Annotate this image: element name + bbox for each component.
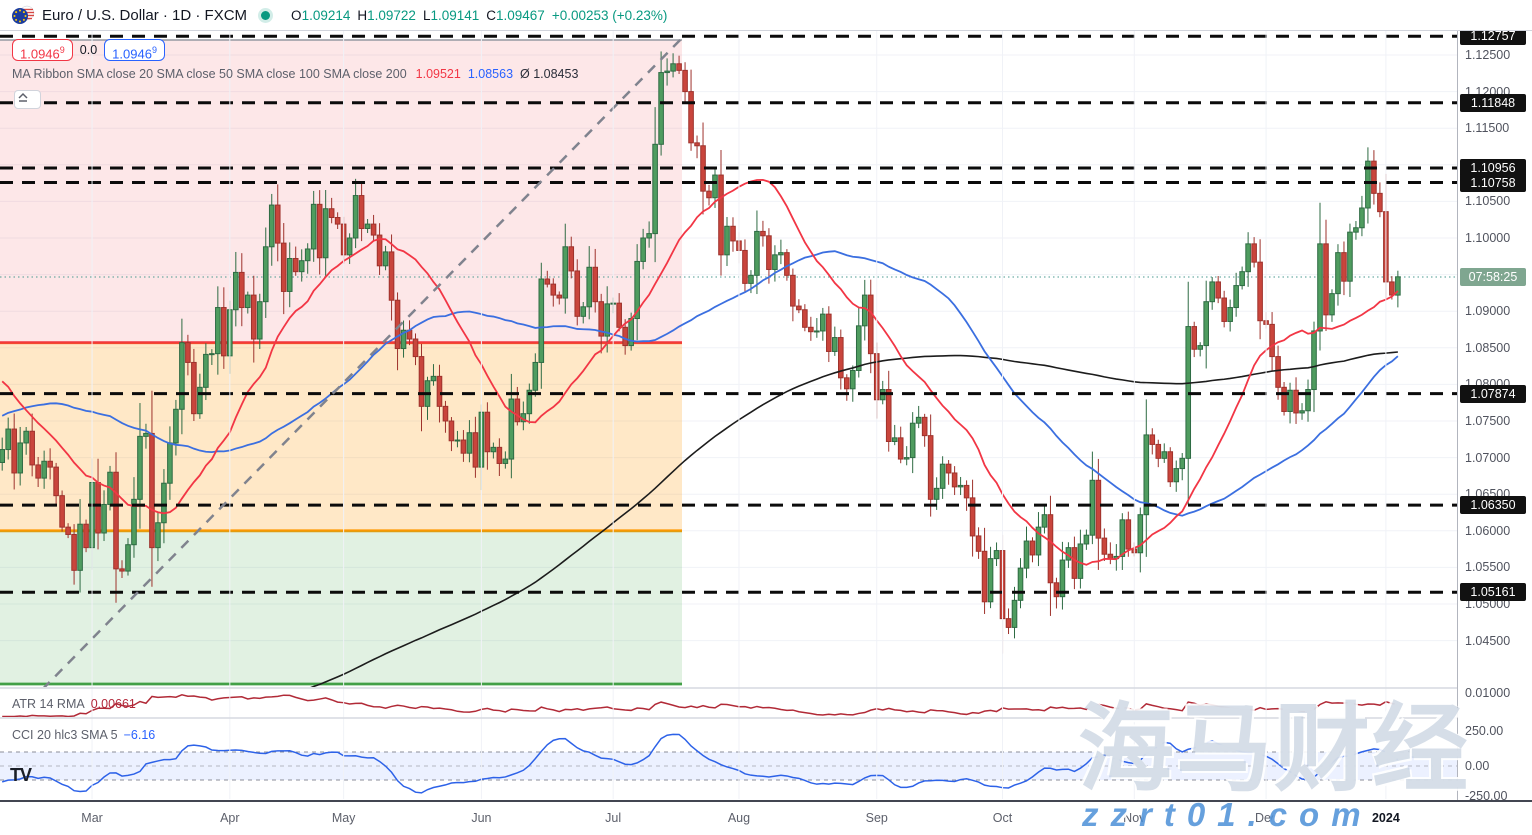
top-toolbar: Euro / U.S. Dollar · 1D · FXCM O1.09214 H… <box>0 0 1532 31</box>
ohlc-value: 1.09467 <box>496 7 545 23</box>
ohlc-key: L <box>422 7 431 23</box>
price-tick-label: 1.04500 <box>1465 633 1511 648</box>
ma-ribbon-title: MA Ribbon SMA close 20 SMA close 50 SMA … <box>12 67 407 81</box>
ma-ribbon-legend[interactable]: MA Ribbon SMA close 20 SMA close 50 SMA … <box>12 67 578 81</box>
target-price-label[interactable]: 1.09469 <box>104 39 165 61</box>
price-level-badge: 1.10758 <box>1460 173 1526 192</box>
market-status-dot[interactable] <box>261 10 271 20</box>
ohlc-value: 1.09722 <box>367 7 416 23</box>
eurusd-pair-icon <box>10 5 36 25</box>
price-level-badge: 1.12757 <box>1460 27 1526 46</box>
cci-tick-label: 0.00 <box>1465 759 1490 773</box>
price-level-badge: 1.05161 <box>1460 583 1526 602</box>
collapse-legend-button[interactable] <box>14 90 41 109</box>
month-label: Dec <box>1254 811 1278 825</box>
price-level-badge: 1.11848 <box>1460 93 1526 112</box>
price-level-badge: 1.06350 <box>1460 496 1526 515</box>
month-label: May <box>331 811 356 825</box>
month-label: Mar <box>81 811 103 825</box>
atr-tick-label: 0.01000 <box>1465 685 1511 700</box>
atr-label-text: ATR 14 RMA <box>12 697 85 711</box>
month-label: Apr <box>220 811 240 825</box>
price-tick-label: 1.12500 <box>1465 48 1511 62</box>
month-label: Oct <box>992 811 1013 825</box>
price-tick-label: 1.11500 <box>1465 121 1510 136</box>
cci-pane <box>0 733 1457 794</box>
bar-countdown-badge: 07:58:25 <box>1460 268 1526 286</box>
main-pane <box>0 34 1457 687</box>
time-axis[interactable]: Mar Apr May Jun Jul Aug Sep Oct Nov Dec 2024 <box>0 800 1532 835</box>
cci-tick-label: -250.00 <box>1465 789 1508 803</box>
sma20-value: 1.09521 <box>415 67 461 81</box>
price-tick-label: 1.06000 <box>1465 523 1511 538</box>
ribbon-average-value: Ø 1.08453 <box>520 67 579 81</box>
main-chart[interactable] <box>0 0 1457 800</box>
cci-tick-label: 250.00 <box>1465 724 1504 738</box>
cci-label-text: CCI 20 hlc3 SMA 5 <box>12 728 118 742</box>
price-axis[interactable]: USD ⚙ 1.125001.120001.115001.105001.1000… <box>1457 0 1532 835</box>
month-label: Jun <box>471 811 492 825</box>
ohlc-key: C <box>486 7 497 23</box>
change-value: +0.00253 (+0.23%) <box>551 7 668 23</box>
symbol-title[interactable]: Euro / U.S. Dollar · 1D · FXCM <box>42 6 248 24</box>
price-tick-label: 1.07500 <box>1465 414 1511 428</box>
month-label: Jul <box>605 811 622 825</box>
price-level-badge: 1.10956 <box>1460 159 1526 178</box>
entry-price-label[interactable]: 1.09469 <box>12 39 73 61</box>
year-label: 2024 <box>1371 811 1400 825</box>
month-label: Nov <box>1123 811 1146 825</box>
price-tick-label: 1.09000 <box>1465 304 1511 319</box>
cci-indicator-legend[interactable]: CCI 20 hlc3 SMA 5 −6.16 <box>12 728 155 742</box>
price-tick-label: 1.05500 <box>1465 560 1511 575</box>
risk-reward-label: 0.0 <box>79 43 98 57</box>
tradingview-logo[interactable]: TV <box>10 765 32 785</box>
price-tick-label: 1.08500 <box>1465 340 1511 355</box>
position-tool-labels: 1.09469 0.0 1.09469 <box>12 39 165 61</box>
month-label: Sep <box>865 811 888 825</box>
month-label: Aug <box>727 811 751 825</box>
ohlc-value: 1.09141 <box>430 7 480 23</box>
ohlc-values: O1.09214 H1.09722 L1.09141 C1.09467 +0.00253… <box>284 8 667 23</box>
atr-pane <box>2 694 1398 717</box>
atr-indicator-legend[interactable]: ATR 14 RMA 0.00661 <box>12 697 136 711</box>
ohlc-key: O <box>291 7 302 23</box>
atr-value: 0.00661 <box>90 697 136 711</box>
ohlc-value: 1.09214 <box>301 7 351 23</box>
price-tick-label: 1.10000 <box>1465 231 1511 245</box>
cci-value: −6.16 <box>123 728 156 742</box>
price-level-badge: 1.07874 <box>1460 384 1526 403</box>
price-tick-label: 1.07000 <box>1465 450 1511 465</box>
ohlc-key: H <box>357 7 368 23</box>
chevron-up-icon <box>18 92 28 102</box>
price-tick-label: 1.10500 <box>1465 194 1511 209</box>
sma50-value: 1.08563 <box>467 67 514 81</box>
